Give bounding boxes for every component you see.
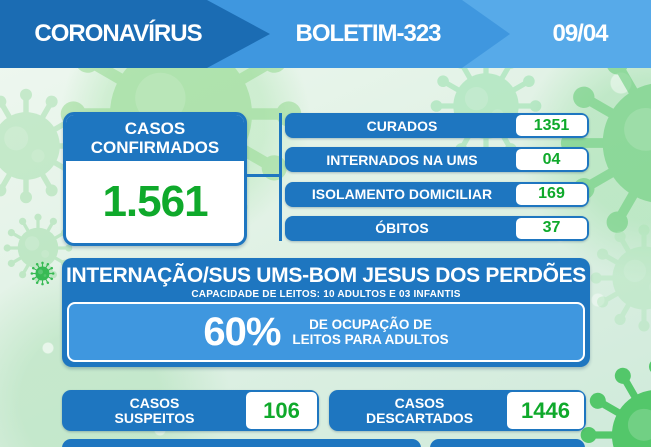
suspected-cases-value: 106 [246,392,317,429]
header-ribbon: CORONAVÍRUS BOLETIM-323 09/04 [0,0,651,68]
occupancy-label-line1: DE OCUPAÇÃO DE [309,317,432,332]
stat-value: 169 [516,183,587,205]
cutoff-card-right [430,439,585,447]
discarded-cases-card: CASOS DESCARTADOS 1446 [329,390,586,431]
suspected-cases-label: CASOS SUSPEITOS [70,390,239,431]
stat-row-obitos: ÓBITOS 37 [285,215,589,241]
discarded-cases-label: CASOS DESCARTADOS [337,390,502,431]
stat-row-isolamento: ISOLAMENTO DOMICILIAR 169 [285,181,589,207]
connector-line-vertical [279,113,282,241]
hospital-title: INTERNAÇÃO/SUS UMS-BOM JESUS DOS PERDÕES [65,264,587,287]
occupancy-box: 60% DE OCUPAÇÃO DE LEITOS PARA ADULTOS [67,302,585,362]
confirmed-cases-card: CASOS CONFIRMADOS 1.561 [63,112,247,246]
page-title: CORONAVÍRUS [34,20,202,47]
bulletin-number: BOLETIM-323 [295,20,441,47]
stat-label: ISOLAMENTO DOMICILIAR [311,186,493,203]
occupancy-percent: 60% [203,309,281,354]
confirmed-cases-header: CASOS CONFIRMADOS [66,115,244,161]
confirmed-cases-label: CASOS CONFIRMADOS [90,119,220,157]
stat-rows: CURADOS 1351 INTERNADOS NA UMS 04 ISOLAM… [285,113,589,241]
stat-value: 1351 [516,115,587,136]
hospital-capacity-subtitle: CAPACIDADE DE LEITOS: 10 ADULTOS E 03 IN… [191,289,461,300]
confirmed-cases-value: 1.561 [102,177,208,226]
stat-value: 37 [516,217,587,239]
suspected-cases-card: CASOS SUSPEITOS 106 [62,390,319,431]
header-chevron-title [0,0,270,68]
cutoff-card-left [62,439,421,447]
stat-row-internados: INTERNADOS NA UMS 04 [285,147,589,173]
suspected-cases-label-text: CASOS SUSPEITOS [114,394,195,426]
bulletin-date: 09/04 [552,20,608,47]
stat-label: CURADOS [366,117,438,134]
stat-row-curados: CURADOS 1351 [285,113,589,138]
stat-label: INTERNADOS NA UMS [326,151,478,168]
connector-line-horizontal [247,174,280,177]
stat-value: 04 [516,149,587,171]
discarded-cases-value: 1446 [507,392,584,429]
stat-label: ÓBITOS [375,220,429,237]
discarded-cases-label-text: CASOS DESCARTADOS [365,394,474,426]
hospital-panel: INTERNAÇÃO/SUS UMS-BOM JESUS DOS PERDÕES… [62,258,590,367]
occupancy-label: DE OCUPAÇÃO DE LEITOS PARA ADULTOS [292,317,448,347]
occupancy-label-line2: LEITOS PARA ADULTOS [292,332,449,347]
